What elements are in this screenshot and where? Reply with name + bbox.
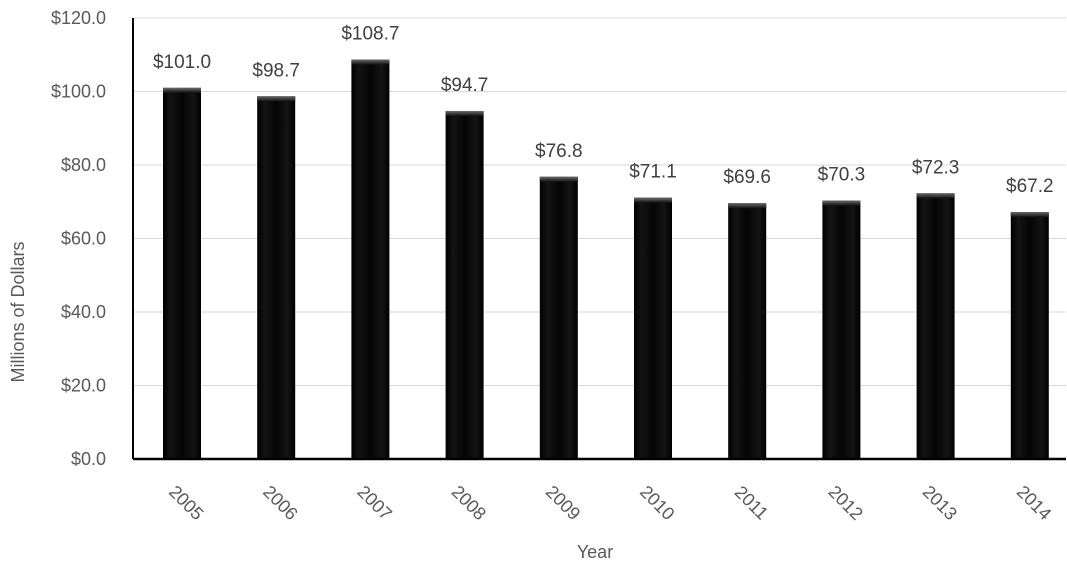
bar xyxy=(445,110,484,459)
bar xyxy=(539,176,578,459)
axes xyxy=(132,18,1066,461)
y-tick-label: $20.0 xyxy=(61,376,106,396)
data-label: $72.3 xyxy=(912,157,960,178)
x-tick-label: 2006 xyxy=(259,482,301,524)
bar-body xyxy=(728,203,767,459)
x-tick-label: 2008 xyxy=(448,482,490,524)
y-tick-label: $40.0 xyxy=(61,302,106,322)
bar xyxy=(351,59,390,460)
bar-body xyxy=(822,200,861,459)
bar xyxy=(822,200,861,459)
bar-top-bevel xyxy=(728,203,767,209)
bar-top-bevel xyxy=(916,193,955,199)
bar-top-bevel xyxy=(822,200,861,206)
data-label: $76.8 xyxy=(535,141,583,162)
bar xyxy=(916,193,955,460)
x-tick-label: 2014 xyxy=(1013,482,1055,524)
bars xyxy=(163,59,1049,460)
data-label: $67.2 xyxy=(1006,176,1054,197)
y-tick-label: $60.0 xyxy=(61,229,106,249)
data-label: $69.6 xyxy=(723,167,771,188)
x-tick-label: 2012 xyxy=(824,482,866,524)
data-label: $101.0 xyxy=(153,52,211,73)
bar-top-bevel xyxy=(257,96,296,102)
bar xyxy=(1010,212,1049,459)
data-label: $108.7 xyxy=(341,24,399,45)
y-tick-label: $80.0 xyxy=(61,155,106,175)
y-tick-label: $120.0 xyxy=(51,8,106,28)
data-labels: $101.0 $98.7 $108.7 $94.7 $76.8 $71.1 $69.6 $70… xyxy=(153,24,1054,198)
x-axis-title: Year xyxy=(577,542,613,562)
bar-top-bevel xyxy=(163,87,201,93)
bar-body xyxy=(634,197,672,459)
data-label: $94.7 xyxy=(441,75,489,96)
x-tick-label: 2007 xyxy=(353,482,395,524)
bar-top-bevel xyxy=(634,197,672,203)
y-axis-title: Millions of Dollars xyxy=(8,241,28,382)
bar-top-bevel xyxy=(539,176,578,182)
data-label: $71.1 xyxy=(629,162,677,183)
bar-top-bevel xyxy=(351,59,390,65)
bar-body xyxy=(916,193,955,460)
bar-body xyxy=(445,110,484,459)
bar-body xyxy=(163,87,201,459)
data-label: $70.3 xyxy=(818,165,866,186)
bar-body xyxy=(257,96,296,459)
x-tick-label: 2005 xyxy=(165,482,207,524)
x-tick-label: 2013 xyxy=(919,482,961,524)
bar-top-bevel xyxy=(1010,212,1049,218)
data-label: $98.7 xyxy=(252,60,300,81)
bar-body xyxy=(539,176,578,459)
bar xyxy=(728,203,767,459)
bar xyxy=(163,87,201,459)
bar-body xyxy=(351,59,390,460)
y-tick-label: $100.0 xyxy=(51,82,106,102)
x-axis-ticks: 2005 2006 2007 2008 2009 2010 2011 2012 2013 2014 xyxy=(165,482,1055,524)
y-axis-ticks: $0.0 $20.0 $40.0 $60.0 $80.0 $100.0 $120.0 xyxy=(51,8,106,469)
x-tick-label: 2009 xyxy=(542,482,584,524)
bar-body xyxy=(1010,212,1049,459)
x-tick-label: 2010 xyxy=(636,482,678,524)
bar xyxy=(257,96,296,459)
x-tick-label: 2011 xyxy=(731,482,773,524)
bar-top-bevel xyxy=(445,110,484,116)
y-tick-label: $0.0 xyxy=(71,449,106,469)
bar xyxy=(634,197,672,459)
